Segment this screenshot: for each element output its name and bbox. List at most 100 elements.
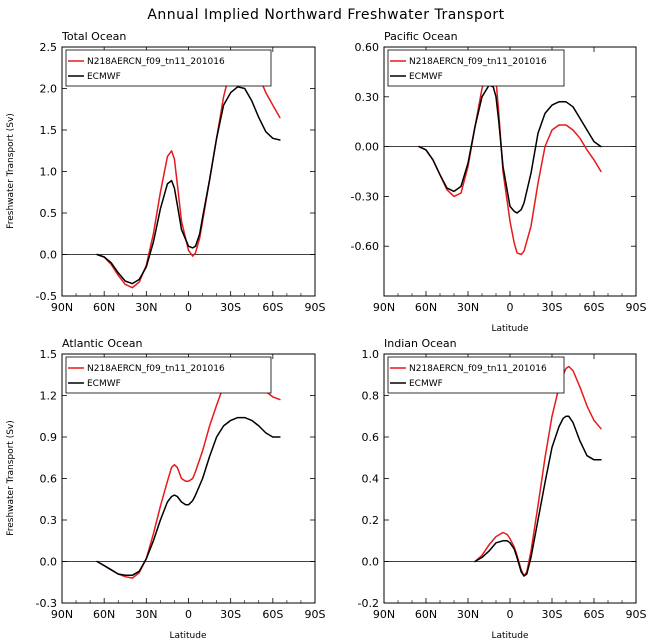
x-tick-label: 30N [135,608,157,621]
legend-label-model: N218AERCN_f09_tn11_201016 [87,364,225,374]
y-tick-label: 0.3 [40,514,58,527]
x-tick-label: 90N [373,608,395,621]
x-tick-label: 30S [542,608,563,621]
y-tick-label: 0.30 [355,91,380,104]
y-tick-label: 0.6 [40,473,58,486]
series-line-model [418,66,602,256]
legend-label-ecmwf: ECMWF [87,379,121,389]
legend: N218AERCN_f09_tn11_201016 ECMWF [387,356,565,394]
x-tick-label: 30S [542,301,563,314]
plot-area: 90N 60N 30N 0 30S 60S 90S -0.2 0.0 0.2 0.4 0.6 0.8 1.… [358,348,647,621]
x-tick-label: 60N [415,608,437,621]
legend-label-ecmwf: ECMWF [409,379,443,389]
series-line-ecmwf [474,415,602,577]
x-tick-label: 90N [373,301,395,314]
x-tick-label: 90N [51,608,73,621]
y-tick-label: 0.60 [355,41,380,54]
legend-box [387,356,565,394]
y-tick-label: 0.0 [362,556,380,569]
x-tick-label: 30N [457,608,479,621]
x-tick-label: 30S [220,301,241,314]
plot-area: 90N 60N 30N 0 30S 60S 90S -0.5 0.0 0.5 1.0 1.5 2.0 2.… [36,41,326,314]
legend-label-ecmwf: ECMWF [87,72,121,82]
y-tick-label: 0.00 [355,141,380,154]
legend-label-model: N218AERCN_f09_tn11_201016 [409,57,547,67]
series-line-ecmwf [96,86,281,285]
panel-indian-ocean: Indian Ocean Latitude 90N 60N 30N 0 30S 60S 90… [358,337,647,641]
legend-label-ecmwf: ECMWF [409,72,443,82]
y-tick-label: -0.3 [36,597,57,610]
x-tick-label: 0 [507,301,514,314]
legend-box [387,49,565,87]
y-axis-label: Freshwater Transport (Sv) [6,113,16,229]
legend: N218AERCN_f09_tn11_201016 ECMWF [65,49,272,87]
plot-area: 90N 60N 30N 0 30S 60S 90S -0.3 0.0 0.3 0.6 0.9 1.2 1.… [36,348,326,621]
plot-frame [383,46,637,297]
series-line-ecmwf [418,84,602,214]
y-tick-label: 0.6 [362,431,380,444]
y-tick-label: 0.5 [40,207,58,220]
y-tick-label: 0.0 [40,556,58,569]
y-axis-label: Freshwater Transport (Sv) [6,420,16,536]
y-tick-label: 1.0 [40,166,58,179]
x-tick-label: 90N [51,301,73,314]
legend-box [65,49,272,87]
legend: N218AERCN_f09_tn11_201016 ECMWF [65,356,272,394]
panel-total-ocean: Total Ocean Freshwater Transport (Sv) 90… [6,30,326,314]
x-tick-label: 0 [185,608,192,621]
x-axis-label: Latitude [491,324,529,334]
series-line-model [96,367,281,579]
x-tick-label: 60N [415,301,437,314]
x-tick-label: 30S [220,608,241,621]
x-tick-label: 0 [507,608,514,621]
y-tick-label: 0.0 [40,249,58,262]
x-tick-label: 60S [584,608,605,621]
x-tick-label: 90S [305,301,326,314]
plot-frame [61,46,316,297]
x-tick-label: 60N [93,608,115,621]
y-tick-label: 1.0 [362,348,380,361]
panel-pacific-ocean: Pacific Ocean Latitude 90N 60N 30N 0 30S 60S 9… [351,30,647,334]
y-tick-label: 1.5 [40,124,58,137]
y-tick-label: 2.0 [40,83,58,96]
panel-title: Pacific Ocean [384,30,458,43]
panel-title: Total Ocean [61,30,126,43]
y-tick-label: 0.9 [40,431,58,444]
y-tick-label: 2.5 [40,41,58,54]
y-tick-label: -0.60 [351,240,379,253]
y-tick-label: -0.30 [351,190,379,203]
y-tick-label: 0.4 [362,473,380,486]
panel-title: Atlantic Ocean [62,337,143,350]
x-tick-label: 30N [135,301,157,314]
series-line-ecmwf [96,416,281,577]
x-tick-label: 60S [262,301,283,314]
panel-atlantic-ocean: Atlantic Ocean Freshwater Transport (Sv)… [6,337,326,641]
legend-box [65,356,272,394]
x-tick-label: 30N [457,301,479,314]
plot-frame [383,353,637,604]
x-tick-label: 0 [185,301,192,314]
x-tick-label: 90S [305,608,326,621]
x-tick-label: 60S [584,301,605,314]
panel-title: Indian Ocean [384,337,457,350]
x-tick-label: 90S [626,301,647,314]
plot-area: 90N 60N 30N 0 30S 60S 90S -0.60 -0.30 0.00 0.30 0.6… [351,41,647,314]
legend: N218AERCN_f09_tn11_201016 ECMWF [387,49,565,87]
x-tick-label: 60S [262,608,283,621]
y-tick-label: -0.5 [36,290,57,303]
x-tick-label: 60N [93,301,115,314]
series-line-model [474,365,602,577]
x-tick-label: 90S [626,608,647,621]
x-axis-label: Latitude [169,631,207,641]
y-tick-label: 0.8 [362,390,380,403]
legend-label-model: N218AERCN_f09_tn11_201016 [409,364,547,374]
figure-title: Annual Implied Northward Freshwater Tran… [147,7,504,23]
plot-frame [61,353,316,604]
y-tick-label: 0.2 [362,514,380,527]
x-axis-label: Latitude [491,631,529,641]
y-tick-label: -0.2 [358,597,379,610]
y-tick-label: 1.2 [40,390,58,403]
legend-label-model: N218AERCN_f09_tn11_201016 [87,57,225,67]
y-tick-label: 1.5 [40,348,58,361]
